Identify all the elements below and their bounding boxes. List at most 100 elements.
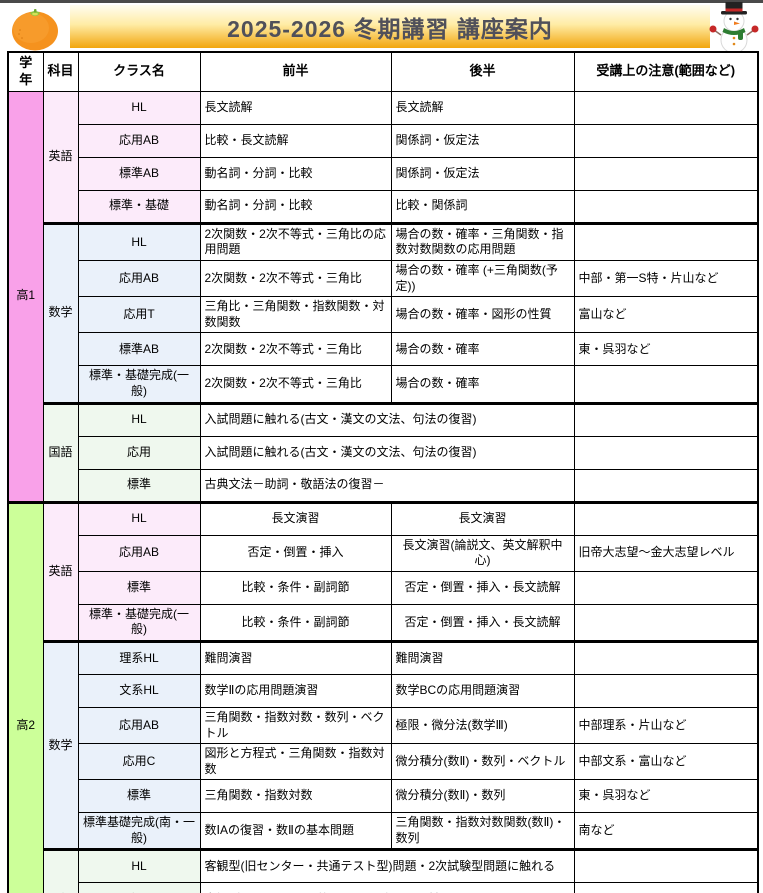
subject-cell: 国語 [42, 848, 79, 893]
header-row: 学年 科目 クラス名 前半 後半 受講上の注意(範囲など) [7, 51, 759, 92]
second-half-cell: 場合の数・確率 (+三角関数(予定)) [390, 259, 575, 298]
course-row: 数学 理系HL 難問演習 難問演習 [8, 639, 759, 851]
note-cell [573, 221, 759, 261]
class-name-cell: 標準 [77, 468, 201, 503]
title-banner: 2025-2026 冬期講習 講座案内 [70, 5, 710, 48]
note-cell: 中部・第一S特・片山など [573, 259, 759, 298]
first-half-cell: 否定・倒置・挿入 [199, 534, 392, 572]
second-half-cell: 関係詞・仮定法 [390, 156, 575, 191]
class-name-cell: 応用 [77, 435, 201, 470]
note-cell [573, 156, 759, 191]
first-second-half-cell: 古典文法－助詞・敬語法の復習－ [199, 468, 575, 503]
first-half-cell: 2次関数・2次不等式・三角比 [199, 332, 392, 367]
course-row: 国語HL客観型(旧センター・共通テスト型)問題・2次試験型問題に触れる [8, 848, 759, 893]
col-header-3: 前半 [199, 51, 392, 92]
note-cell: 旧帝大志望～金大志望レベル [573, 534, 759, 572]
schedule-table-wrap: 学年 科目 クラス名 前半 後半 受講上の注意(範囲など) 高1 英語 HL 長文読解 長文読解応… [7, 51, 759, 893]
class-name-cell: 標準AB [77, 332, 201, 367]
course-row: 標準AB 2次関数・2次不等式・三角比 場合の数・確率 東・呉羽など [8, 332, 759, 367]
class-name-cell: 応用AB [77, 706, 201, 745]
second-half-cell: 場合の数・確率 [390, 365, 575, 404]
first-half-cell: 三角関数・指数対数・数列・ベクトル [199, 706, 392, 745]
page-top-edge [0, 0, 763, 3]
first-half-cell: 動名詞・分詞・比較 [199, 156, 392, 191]
second-half-cell: 場合の数・確率 [390, 332, 575, 367]
course-row: 応用 入試問題に触れる(古文・漢文の文法、句法の復習) [8, 435, 759, 470]
course-row: 標準・基礎完成(一般) 比較・条件・副詞節 否定・倒置・挿入・長文読解 [8, 603, 759, 642]
note-cell: 東・呉羽など [573, 332, 759, 367]
snowman-icon [709, 2, 759, 54]
course-row: 応用AB 三角関数・指数対数・数列・ベクトル 極限・微分法(数学Ⅲ) 中部理系・片山な… [8, 706, 759, 745]
col-header-0: 学年 [7, 51, 44, 92]
note-cell [573, 603, 759, 642]
second-half-cell: 否定・倒置・挿入・長文読解 [390, 603, 575, 642]
subject-cell: 数学 [42, 639, 79, 851]
note-cell: 中部理系・片山など [573, 706, 759, 745]
second-half-cell: 数学BCの応用問題演習 [390, 673, 575, 708]
subject-cell: 英語 [42, 90, 79, 224]
class-name-cell: HL [77, 500, 201, 536]
first-second-half-cell: 入試問題に触れる(古文・漢文の文法、句法の復習) [199, 401, 575, 437]
class-name-cell: 応用AB [77, 123, 201, 158]
col-header-2: クラス名 [77, 51, 201, 92]
second-half-cell: 微分積分(数Ⅱ)・数列・ベクトル [390, 743, 575, 781]
class-name-cell: 応用C [77, 743, 201, 781]
note-cell: 富山など [573, 296, 759, 334]
second-half-cell: 場合の数・確率・図形の性質 [390, 296, 575, 334]
second-half-cell: 長文読解 [390, 90, 575, 125]
note-cell: 東・呉羽など [573, 779, 759, 814]
note-cell [573, 673, 759, 708]
note-cell [573, 639, 759, 675]
course-row: 高2 英語 HL 長文演習 長文演習 [7, 500, 759, 893]
note-cell [573, 90, 759, 125]
first-half-cell: 比較・条件・副詞節 [199, 570, 392, 605]
course-row: 標準 古典文法－助詞・敬語法の復習－ [8, 468, 759, 503]
second-half-cell: 微分積分(数Ⅱ)・数列 [390, 779, 575, 814]
course-row: 応用AB 否定・倒置・挿入 長文演習(論説文、英文解釈中心) 旧帝大志望～金大志望レベ… [8, 534, 759, 572]
page-title: 2025-2026 冬期講習 講座案内 [227, 15, 553, 42]
class-name-cell: 標準・基礎完成(一般) [77, 603, 201, 642]
class-name-cell: 応用T [77, 296, 201, 334]
note-cell [573, 189, 759, 224]
second-half-cell: 難問演習 [390, 639, 575, 675]
second-half-cell: 長文演習(論説文、英文解釈中心) [390, 534, 575, 572]
subject-cell: 数学 [42, 221, 79, 404]
course-row: 高1 英語 HL 長文読解 長文読解 [7, 90, 759, 503]
grade-cell: 高1 [7, 90, 44, 503]
col-header-1: 科目 [42, 51, 79, 92]
first-half-cell: 2次関数・2次不等式・三角比 [199, 259, 392, 298]
note-cell [573, 365, 759, 404]
first-half-cell: 動名詞・分詞・比較 [199, 189, 392, 224]
first-half-cell: 三角比・三角関数・指数関数・対数関数 [199, 296, 392, 334]
first-second-half-cell: 客観型(旧センター・共通テスト型)問題・2次試験型問題に触れる [199, 848, 575, 884]
class-name-cell: 応用AB [77, 259, 201, 298]
class-name-cell: 応用AB [77, 534, 201, 572]
note-cell [573, 882, 759, 893]
second-half-cell: 比較・関係詞 [390, 189, 575, 224]
subject-cell: 英語 [42, 500, 79, 642]
course-row: 数学 HL 2次関数・2次不等式・三角比の応用問題 場合の数・確率・三角関数・指数対数… [8, 221, 759, 404]
first-half-cell: 比較・条件・副詞節 [199, 603, 392, 642]
first-half-cell: 比較・長文読解 [199, 123, 392, 158]
note-cell [573, 435, 759, 470]
first-second-half-cell: 入試問題に触れる(古文・漢文の文法、句法の復習) [199, 435, 575, 470]
course-row: 標準 三角関数・指数対数 微分積分(数Ⅱ)・数列 東・呉羽など [8, 779, 759, 814]
col-header-4: 後半 [390, 51, 575, 92]
course-row: 応用客観型(旧センター・共通テスト型)問題に触れる [8, 882, 759, 893]
course-row: 標準・基礎 動名詞・分詞・比較 比較・関係詞 [8, 189, 759, 224]
first-half-cell: 数学Ⅱの応用問題演習 [199, 673, 392, 708]
class-name-cell: HL [77, 401, 201, 437]
second-half-cell: 長文演習 [390, 500, 575, 536]
subject-cell: 国語 [42, 401, 79, 503]
class-name-cell: HL [77, 90, 201, 125]
first-half-cell: 難問演習 [199, 639, 392, 675]
note-cell [573, 848, 759, 884]
first-half-cell: 図形と方程式・三角関数・指数対数 [199, 743, 392, 781]
note-cell [573, 500, 759, 536]
first-half-cell: 長文演習 [199, 500, 392, 536]
note-cell [573, 123, 759, 158]
col-header-5: 受講上の注意(範囲など) [573, 51, 759, 92]
course-row: 標準AB 動名詞・分詞・比較 関係詞・仮定法 [8, 156, 759, 191]
first-half-cell: 数ⅠAの復習・数Ⅱの基本問題 [199, 812, 392, 851]
first-half-cell: 長文読解 [199, 90, 392, 125]
